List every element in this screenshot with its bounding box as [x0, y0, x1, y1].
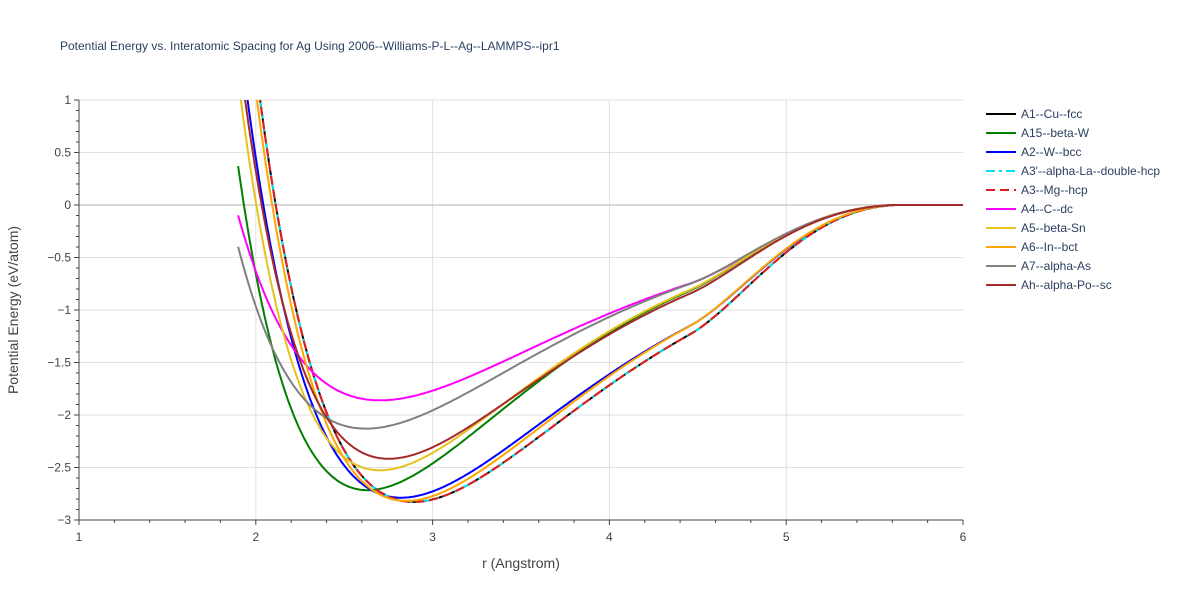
y-tick-label: −3	[57, 513, 71, 527]
x-tick-label: 5	[783, 530, 790, 544]
series-line	[259, 100, 963, 503]
series-line	[246, 100, 963, 499]
legend-label: A6--In--bct	[1021, 240, 1078, 254]
y-tick-labels: 1 0.5 0 −0.5 −1 −1.5 −2 −2.5 −3	[47, 93, 71, 527]
y-tick-label: 0	[64, 198, 71, 212]
legend-label: A3--Mg--hcp	[1021, 183, 1088, 197]
axes	[74, 99, 964, 525]
legend-label: A5--beta-Sn	[1021, 221, 1086, 235]
grid	[79, 99, 963, 520]
legend-label: A15--beta-W	[1021, 126, 1090, 140]
x-tick-label: 2	[252, 530, 259, 544]
legend: A1--Cu--fcc A15--beta-W A2--W--bcc A3'--alp…	[986, 107, 1160, 292]
y-tick-label: 0.5	[54, 146, 71, 160]
series-line	[239, 100, 963, 472]
legend-label: A1--Cu--fcc	[1021, 107, 1082, 121]
x-tick-label: 6	[960, 530, 967, 544]
x-tick-labels: 1 2 3 4 5 6	[76, 530, 967, 544]
series-group	[237, 100, 963, 503]
y-axis-title: Potential Energy (eV/atom)	[5, 226, 21, 394]
series-line	[255, 100, 963, 502]
x-axis-title: r (Angstrom)	[482, 555, 560, 571]
y-tick-label: −1.5	[47, 356, 71, 370]
chart-title: Potential Energy vs. Interatomic Spacing…	[60, 39, 560, 53]
legend-label: A2--W--bcc	[1021, 145, 1081, 159]
legend-label: A4--C--dc	[1021, 202, 1073, 216]
x-tick-label: 4	[606, 530, 613, 544]
series-line	[244, 100, 963, 460]
x-tick-label: 3	[429, 530, 436, 544]
legend-label: A3'--alpha-La--double-hcp	[1021, 164, 1160, 178]
series-line	[237, 204, 963, 402]
x-tick-label: 1	[76, 530, 83, 544]
y-tick-label: −1	[57, 303, 71, 317]
y-tick-label: 1	[64, 93, 71, 107]
y-tick-label: −2	[57, 408, 71, 422]
series-line	[259, 100, 963, 503]
legend-label: A7--alpha-As	[1021, 259, 1091, 273]
y-tick-label: −2.5	[47, 461, 71, 475]
y-tick-label: −0.5	[47, 251, 71, 265]
legend-label: Ah--alpha-Po--sc	[1021, 278, 1112, 292]
series-line	[259, 100, 963, 503]
